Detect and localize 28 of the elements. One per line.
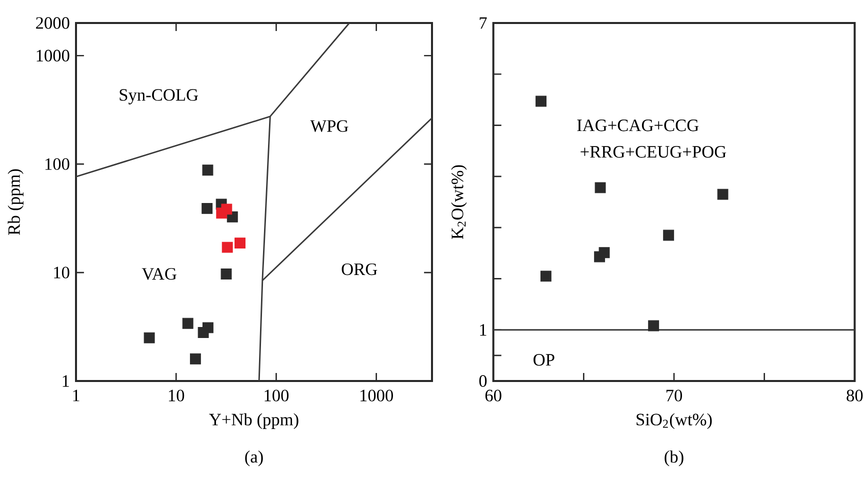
x-tick-label: 1 xyxy=(73,390,80,402)
annotation: ORG xyxy=(342,263,378,276)
x-tick-label: 1000 xyxy=(360,390,393,402)
x-tick-label: 10 xyxy=(168,390,184,402)
y-axis-title: Rb (ppm) xyxy=(8,169,24,235)
x-tick-label: 100 xyxy=(264,390,289,402)
annotation: IAG+CAG+CCG xyxy=(577,120,699,132)
y-tick-label: 7 xyxy=(480,17,487,29)
x-axis-title: SiO$_{2}$(wt%) xyxy=(636,413,712,429)
y-axis-title: K$_{2}$O(wt%) xyxy=(451,165,467,240)
x-tick-label: 80 xyxy=(846,390,863,402)
annotation: OP xyxy=(534,354,554,366)
y-tick-label: 10 xyxy=(54,266,70,278)
x-axis-title: Y+Nb (ppm) xyxy=(209,413,298,429)
y-tick-label: 0 xyxy=(479,375,487,387)
y-tick-label: 1 xyxy=(480,324,486,336)
y-tick-label: 1 xyxy=(62,375,69,387)
annotation: Syn-COLG xyxy=(120,89,198,104)
text: (b) xyxy=(664,450,684,466)
y-tick-label: 100 xyxy=(45,158,70,170)
x-tick-label: 70 xyxy=(666,390,682,402)
text: (a) xyxy=(245,450,263,466)
annotation: +RRG+CEUG+POG xyxy=(580,146,726,158)
annotation: WPG xyxy=(310,120,348,132)
y-tick-label: 1000 xyxy=(36,50,70,62)
annotation: VAG xyxy=(142,268,176,280)
y-tick-label: 2000 xyxy=(36,17,70,29)
x-tick-label: 60 xyxy=(485,390,502,402)
